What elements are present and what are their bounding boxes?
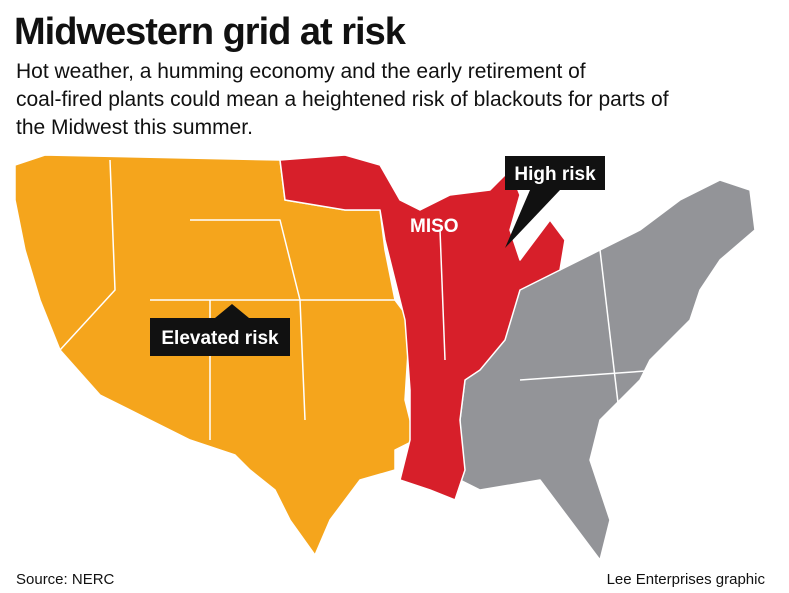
title: Midwestern grid at risk (14, 11, 407, 53)
state-lines (59, 159, 661, 440)
region-label: MISO (410, 216, 459, 237)
high-risk-callout: High risk (505, 156, 605, 248)
subtitle-line: the Midwest this summer. (16, 116, 253, 139)
callout-label: High risk (514, 164, 596, 185)
map (14, 154, 756, 561)
subtitle-line: Hot weather, a humming economy and the e… (16, 60, 586, 83)
callout-label: Elevated risk (161, 328, 279, 349)
high-risk-region (279, 154, 566, 501)
subtitle-line: coal-fired plants could mean a heightene… (16, 88, 669, 111)
credit: Lee Enterprises graphic (607, 571, 766, 588)
source: Source: NERC (16, 571, 115, 588)
elevated-risk-callout: Elevated risk (150, 304, 290, 356)
